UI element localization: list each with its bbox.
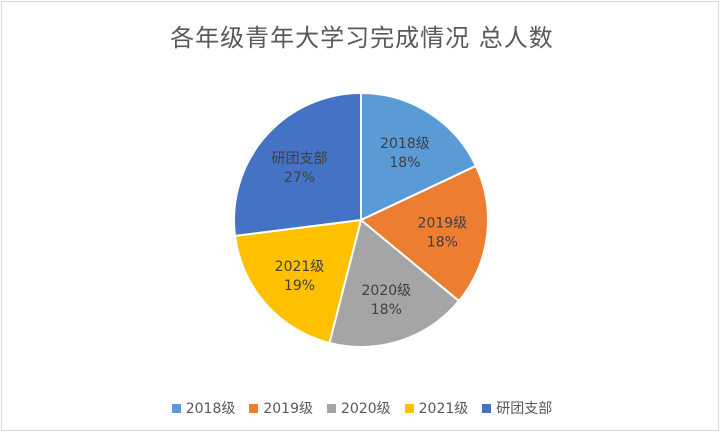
legend-swatch-3 (327, 403, 336, 413)
pie-slice-2 (359, 164, 489, 303)
legend-swatch-2 (249, 403, 259, 413)
slice-category-label-4: 2021级 (275, 259, 325, 275)
slice-percent-label-2: 18% (427, 234, 458, 250)
slice-percent-label-4: 19% (284, 278, 315, 294)
legend-swatch-1 (171, 403, 181, 413)
legend-item-1: 2018级 (171, 398, 236, 418)
chart-title: 各年级青年大学习完成情况 总人数 (170, 24, 554, 52)
chart-legend: 2018级 2019级 2020级 2021级 研团支部 (2, 398, 722, 418)
pie-slice-3 (328, 218, 461, 348)
legend-label-3: 2020级 (341, 401, 391, 417)
pie-slice-5 (233, 91, 362, 238)
legend-swatch-4 (404, 403, 414, 413)
legend-item-4: 2021级 (404, 398, 469, 418)
slice-percent-label-5: 27% (284, 170, 315, 186)
legend-item-3: 2020级 (327, 398, 391, 418)
legend-item-5: 研团支部 (482, 398, 552, 418)
legend-label-4: 2021级 (418, 401, 469, 417)
legend-swatch-5 (482, 403, 492, 413)
slice-percent-label-1: 18% (389, 155, 420, 171)
slice-category-label-5: 研团支部 (271, 151, 327, 167)
pie-slice-4 (233, 218, 363, 345)
slice-percent-label-3: 18% (371, 302, 402, 318)
slice-category-label-3: 2020级 (362, 283, 412, 299)
legend-label-2: 2019级 (263, 401, 313, 417)
legend-label-5: 研团支部 (496, 401, 553, 417)
pie-slice-1 (360, 91, 478, 222)
legend-label-1: 2018级 (185, 401, 236, 417)
legend-item-2: 2019级 (249, 398, 313, 418)
slice-category-label-1: 2018级 (380, 136, 430, 152)
slice-category-label-2: 2019级 (418, 215, 468, 231)
